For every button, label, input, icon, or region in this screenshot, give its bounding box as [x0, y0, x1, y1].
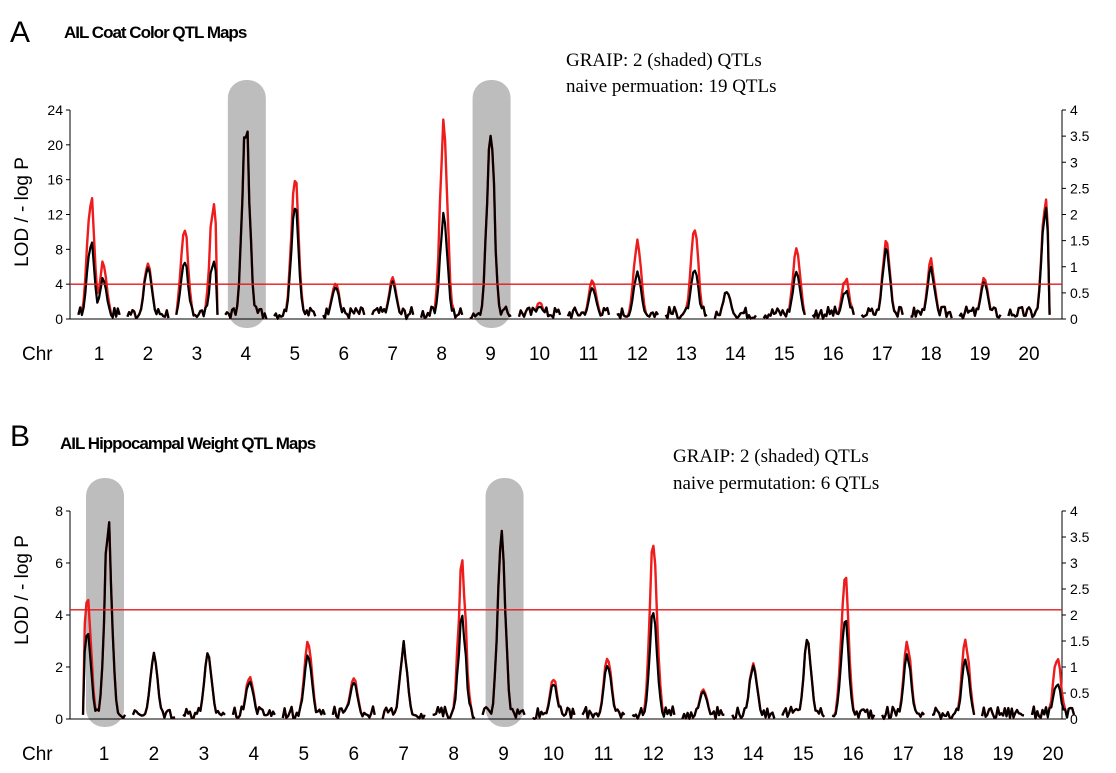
panel-a-note-line1: GRAIP: 2 (shaded) QTLs	[566, 50, 762, 71]
chromosome-label-13: 13	[693, 744, 714, 765]
left-tick-label: 8	[55, 241, 63, 257]
left-tick-label: 4	[55, 276, 63, 292]
chromosome-label-17: 17	[872, 344, 893, 365]
chromosome-label-18: 18	[943, 744, 964, 765]
right-tick-label: 4	[1070, 503, 1078, 519]
lod-profile-series-1	[77, 118, 1051, 321]
panel-b-note-line2: naive permutation: 6 QTLs	[673, 473, 879, 494]
panel-a-y-axis-label: LOD / - log P	[12, 157, 33, 267]
right-tick-label: 1	[1070, 259, 1078, 275]
chromosome-label-20: 20	[1042, 744, 1063, 765]
chromosome-label-7: 7	[398, 744, 409, 765]
chromosome-label-16: 16	[823, 344, 844, 365]
chromosome-label-14: 14	[743, 744, 765, 765]
panel-b-note-line1: GRAIP: 2 (shaded) QTLs	[673, 446, 869, 467]
panel-a-chr-label: Chr	[22, 344, 53, 365]
chromosome-label-13: 13	[676, 344, 697, 365]
right-tick-label: 0	[1070, 711, 1078, 727]
left-tick-label: 16	[47, 172, 63, 188]
chromosome-label-5: 5	[290, 344, 301, 365]
right-tick-label: 4	[1070, 102, 1078, 118]
right-tick-label: 1.5	[1070, 233, 1090, 249]
left-tick-label: 2	[55, 659, 63, 675]
chromosome-label-11: 11	[579, 344, 599, 365]
right-tick-label: 0	[1070, 311, 1078, 327]
panel-a-note-line2: naive permuation: 19 QTLs	[566, 76, 777, 97]
chromosome-label-2: 2	[143, 344, 154, 365]
left-tick-label: 20	[47, 137, 63, 153]
panel-a-letter: A	[10, 16, 30, 49]
lod-profile-series-2	[81, 521, 1076, 720]
chromosome-label-18: 18	[921, 344, 942, 365]
left-tick-label: 6	[55, 555, 63, 571]
right-tick-label: 1.5	[1070, 633, 1090, 649]
chromosome-label-10: 10	[529, 344, 550, 365]
chromosome-label-19: 19	[992, 744, 1013, 765]
right-tick-label: 1	[1070, 659, 1078, 675]
right-tick-label: 2	[1070, 607, 1078, 623]
chromosome-label-4: 4	[249, 744, 260, 765]
chromosome-label-6: 6	[348, 744, 359, 765]
chromosome-label-14: 14	[725, 344, 747, 365]
left-tick-label: 4	[55, 607, 63, 623]
right-tick-label: 2.5	[1070, 180, 1090, 196]
left-tick-label: 8	[55, 503, 63, 519]
chromosome-label-15: 15	[793, 744, 814, 765]
chromosome-label-15: 15	[774, 344, 795, 365]
chromosome-label-1: 1	[99, 744, 110, 765]
right-tick-label: 0.5	[1070, 685, 1090, 701]
lod-profile-series-1	[81, 521, 1076, 721]
shaded-region-chr-9	[472, 80, 511, 328]
chromosome-label-16: 16	[843, 744, 864, 765]
chromosome-label-9: 9	[485, 344, 496, 365]
panel-b-letter: B	[10, 420, 30, 453]
chromosome-label-3: 3	[192, 344, 203, 365]
chromosome-label-3: 3	[199, 744, 210, 765]
chromosome-label-1: 1	[94, 344, 105, 365]
chromosome-label-7: 7	[387, 344, 398, 365]
right-tick-label: 3	[1070, 555, 1078, 571]
chromosome-label-19: 19	[969, 344, 990, 365]
chromosome-label-6: 6	[338, 344, 349, 365]
left-tick-label: 0	[55, 711, 63, 727]
left-tick-label: 0	[55, 311, 63, 327]
panel-a-title: AIL Coat Color QTL Maps	[64, 23, 247, 42]
chromosome-label-11: 11	[594, 744, 614, 765]
chromosome-label-8: 8	[448, 744, 459, 765]
chromosome-label-4: 4	[241, 344, 252, 365]
panel-b-chr-label: Chr	[22, 744, 53, 765]
chromosome-label-8: 8	[436, 344, 447, 365]
shaded-region-chr-4	[227, 80, 266, 328]
right-tick-label: 3	[1070, 154, 1078, 170]
right-tick-label: 3.5	[1070, 128, 1090, 144]
chromosome-label-17: 17	[893, 744, 914, 765]
left-tick-label: 12	[47, 207, 63, 223]
chromosome-label-2: 2	[149, 744, 160, 765]
panel-b-y-axis-label: LOD / - log P	[12, 535, 33, 645]
lod-profile-series-2	[77, 130, 1051, 321]
right-tick-label: 2.5	[1070, 581, 1090, 597]
chromosome-label-20: 20	[1018, 344, 1039, 365]
chromosome-label-12: 12	[627, 344, 648, 365]
right-tick-label: 3.5	[1070, 529, 1090, 545]
chromosome-label-5: 5	[299, 744, 310, 765]
left-tick-label: 24	[47, 102, 63, 118]
right-tick-label: 0.5	[1070, 285, 1090, 301]
right-tick-label: 2	[1070, 207, 1078, 223]
chromosome-label-9: 9	[498, 744, 509, 765]
panel-b-title: AIL Hippocampal Weight QTL Maps	[60, 434, 316, 453]
chromosome-label-10: 10	[543, 744, 564, 765]
chromosome-label-12: 12	[643, 744, 664, 765]
